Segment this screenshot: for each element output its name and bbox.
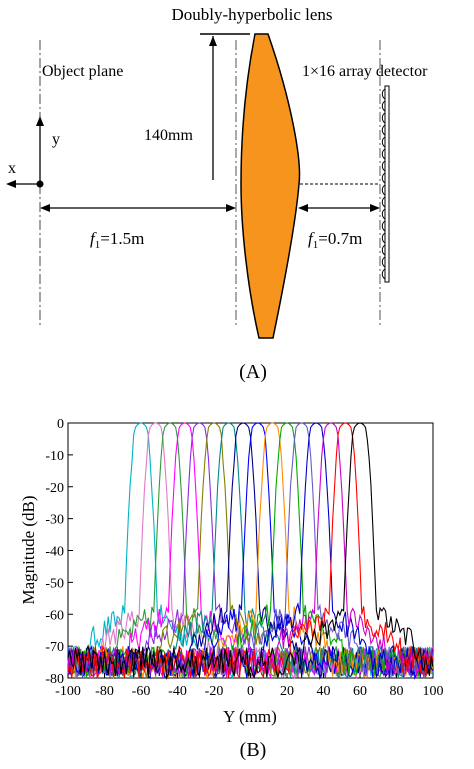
detector-element: [381, 256, 386, 268]
detector-element: [381, 232, 386, 244]
y-axis-label: y: [52, 131, 60, 148]
x-tick-label: -60: [132, 684, 151, 699]
detector-element: [381, 208, 386, 220]
x-tick-label: -80: [95, 684, 114, 699]
detector-element: [381, 148, 386, 160]
series-line: [67, 422, 434, 680]
panel-a-label: (A): [239, 361, 267, 383]
detector-element: [381, 124, 386, 136]
detector-label: 1×16 array detector: [302, 63, 428, 80]
series-line: [67, 422, 434, 681]
x-axis-title: Y (mm): [223, 707, 277, 726]
x-tick-label: 80: [390, 684, 404, 699]
f1-right-arrow-end: [370, 204, 380, 212]
y-axis-title: Magnitude (dB): [19, 495, 38, 604]
x-tick-label: 100: [423, 684, 444, 699]
x-tick-label: 0: [247, 684, 254, 699]
y-axis-ticks: 0 -10 -20 -30 -40 -50 -60 -70 -80: [45, 417, 73, 687]
series-line: [67, 422, 434, 679]
f1-right-subscript: 1: [313, 239, 319, 251]
detector-element: [381, 88, 386, 100]
detector-element: [381, 136, 386, 148]
y-arrow-head: [36, 116, 44, 126]
detector-element: [381, 172, 386, 184]
series-line: [67, 422, 434, 679]
y-tick-label: -60: [45, 608, 64, 623]
series-line: [67, 422, 434, 680]
series-lines: [67, 422, 434, 681]
f1-right-arrow-start: [298, 204, 308, 212]
optical-setup-diagram: Doubly-hyperbolic lens Object plane y x …: [6, 5, 428, 383]
series-line: [67, 422, 434, 680]
x-tick-label: 60: [353, 684, 367, 699]
f1-left-arrow-end: [226, 204, 236, 212]
series-line: [67, 422, 434, 679]
x-tick-label: -40: [168, 684, 187, 699]
lens-height-arrow-head: [209, 36, 217, 46]
y-tick-label: -50: [45, 576, 64, 591]
x-tick-label: 20: [280, 684, 294, 699]
plot-area-frame: [67, 422, 434, 679]
object-plane-label: Object plane: [42, 63, 123, 80]
series-line: [67, 422, 434, 679]
detector-element: [381, 112, 386, 124]
f1-left-value: =1.5m: [100, 229, 144, 248]
lens-title: Doubly-hyperbolic lens: [172, 5, 333, 24]
f1-left-symbol: f: [90, 229, 97, 248]
series-line: [67, 422, 434, 679]
series-line: [67, 422, 434, 680]
detector-element: [381, 244, 386, 256]
series-line: [67, 422, 434, 680]
detector-element: [381, 160, 386, 172]
detector-element: [381, 184, 386, 196]
x-axis-label: x: [8, 160, 16, 177]
f1-right-label: f1=0.7m: [308, 229, 362, 251]
detector-element: [381, 220, 386, 232]
series-line: [67, 422, 434, 681]
y-tick-label: -70: [45, 640, 64, 655]
y-tick-label: 0: [57, 417, 64, 432]
x-tick-label: 40: [317, 684, 331, 699]
y-tick-label: -30: [45, 513, 64, 528]
y-tick-label: -40: [45, 545, 64, 560]
y-tick-label: -20: [45, 481, 64, 496]
series-line: [67, 422, 434, 680]
x-tick-label: -100: [55, 684, 81, 699]
detector-element: [381, 100, 386, 112]
f1-right-value: =0.7m: [318, 229, 362, 248]
y-tick-label: -10: [45, 449, 64, 464]
lens-height-label: 140mm: [144, 127, 193, 144]
detector-element: [381, 268, 386, 280]
magnitude-chart: -100 -80 -60 -40 -20 0 20 40 60 80 100 0-10-20-30-…: [19, 417, 444, 761]
y-tick-label: -80: [45, 672, 64, 687]
series-line: [67, 422, 434, 679]
panel-b-label: (B): [240, 739, 267, 761]
doubly-hyperbolic-lens: [240, 33, 301, 339]
detector-element: [381, 196, 386, 208]
x-arrow-head: [6, 180, 16, 188]
x-axis-ticks: -100 -80 -60 -40 -20 0 20 40 60 80 100: [55, 673, 444, 699]
detector-element-array: [381, 88, 386, 280]
f1-left-subscript: 1: [95, 239, 101, 251]
x-tick-label: -20: [205, 684, 224, 699]
series-line: [67, 422, 434, 679]
f1-left-arrow-start: [40, 204, 50, 212]
origin-dot: [36, 180, 44, 188]
f1-right-symbol: f: [308, 229, 315, 248]
f1-left-label: f1=1.5m: [90, 229, 144, 251]
series-line: [67, 422, 434, 679]
detector-substrate: [384, 85, 390, 283]
